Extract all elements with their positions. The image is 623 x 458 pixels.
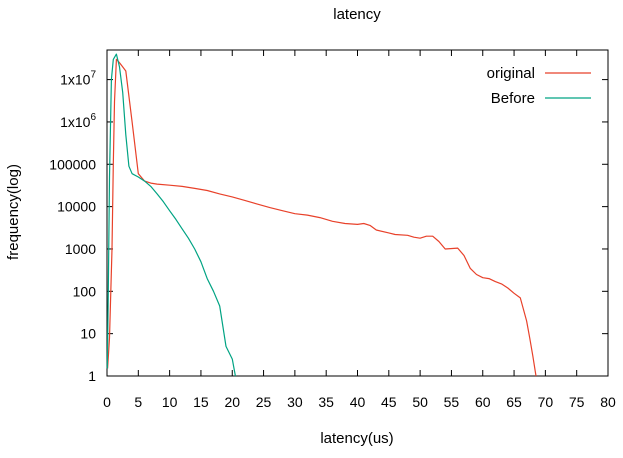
legend: original Before bbox=[487, 65, 591, 107]
y-tick-label: 100 bbox=[73, 283, 97, 299]
x-tick-label: 70 bbox=[538, 394, 554, 410]
x-tick-label: 75 bbox=[569, 394, 585, 410]
x-axis-label: latency(us) bbox=[320, 430, 393, 447]
x-tick-label: 60 bbox=[475, 394, 491, 410]
y-tick-label: 100000 bbox=[49, 156, 96, 172]
series-lines bbox=[106, 53, 537, 377]
x-tick-label: 25 bbox=[256, 394, 272, 410]
legend-label: Before bbox=[491, 90, 535, 107]
x-tick-label: 65 bbox=[506, 394, 522, 410]
series-line-original bbox=[107, 58, 537, 377]
y-tick-label: 1x106 bbox=[60, 112, 96, 130]
x-tick-label: 20 bbox=[224, 394, 240, 410]
x-tick-label: 15 bbox=[193, 394, 209, 410]
x-axis-ticks: 0 5 10 15 20 25 30 35 40 45 50 55 60 65 70 75 80 bbox=[103, 50, 616, 410]
x-tick-label: 40 bbox=[350, 394, 366, 410]
x-tick-label: 35 bbox=[318, 394, 334, 410]
x-tick-label: 10 bbox=[162, 394, 178, 410]
x-tick-label: 80 bbox=[600, 394, 616, 410]
y-tick-label: 1x107 bbox=[60, 70, 96, 88]
x-tick-label: 0 bbox=[103, 394, 111, 410]
y-axis-label: frequency(log) bbox=[5, 164, 22, 260]
x-tick-label: 5 bbox=[134, 394, 142, 410]
y-axis-ticks: 1 10 100 1000 10000 100000 1x106 1x107 bbox=[49, 70, 608, 384]
y-tick-label: 1000 bbox=[65, 241, 96, 257]
y-tick-label: 10 bbox=[80, 326, 96, 342]
y-tick-label: 1 bbox=[88, 368, 96, 384]
series-line-before bbox=[106, 53, 236, 377]
x-tick-label: 55 bbox=[444, 394, 460, 410]
x-tick-label: 30 bbox=[287, 394, 303, 410]
y-tick-label: 10000 bbox=[57, 199, 96, 215]
x-tick-label: 50 bbox=[412, 394, 428, 410]
x-tick-label: 45 bbox=[381, 394, 397, 410]
legend-label: original bbox=[487, 65, 535, 82]
chart-title: latency bbox=[333, 6, 381, 23]
